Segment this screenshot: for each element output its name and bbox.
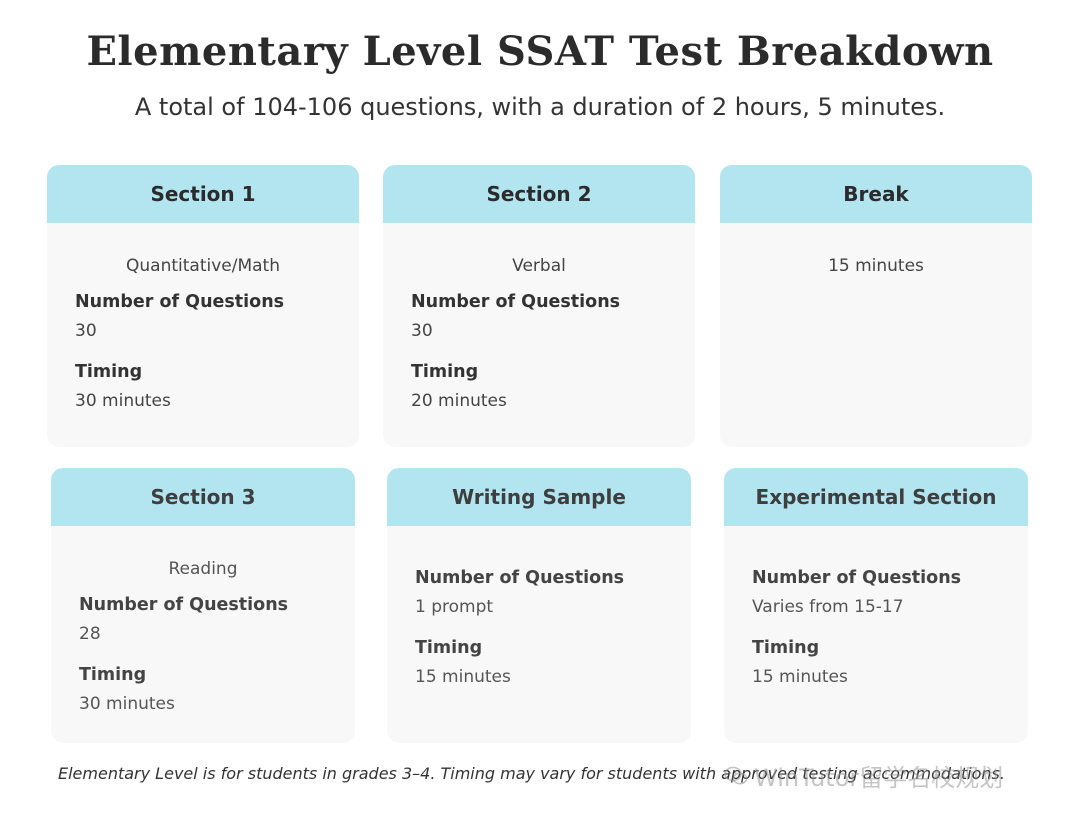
break-duration: 15 minutes [828,256,924,276]
timing-label: Timing [752,638,820,658]
questions-label: Number of Questions [752,568,962,588]
timing-value: 30 minutes [75,391,171,411]
timing-label: Timing [411,362,479,382]
timing-value: 30 minutes [79,694,175,714]
card-subject: Verbal [512,256,566,276]
questions-label: Number of Questions [411,292,621,312]
watermark-text: WinTutor留学名校规划 [754,764,1004,792]
section-2-card: Section 2 Verbal Number of Questions 30 … [383,165,695,447]
questions-value: 1 prompt [415,597,494,617]
card-title: Writing Sample [387,468,691,526]
writing-sample-card: Writing Sample Number of Questions 1 pro… [387,468,691,743]
experimental-section-card: Experimental Section Number of Questions… [724,468,1028,743]
timing-label: Timing [415,638,483,658]
footnote: Elementary Level is for students in grad… [58,764,1005,783]
wechat-icon [724,766,748,784]
page-title: Elementary Level SSAT Test Breakdown [86,28,994,75]
section-1-card: Section 1 Quantitative/Math Number of Qu… [47,165,359,447]
page-subtitle: A total of 104-106 questions, with a dur… [134,93,946,121]
card-subject: Quantitative/Math [126,256,280,276]
questions-label: Number of Questions [75,292,285,312]
card-title: Break [720,165,1032,223]
card-title: Section 2 [383,165,695,223]
timing-label: Timing [79,665,147,685]
card-title: Section 3 [51,468,355,526]
card-subject: Reading [168,559,238,579]
questions-value: 30 [411,321,433,341]
watermark: WinTutor留学名校规划 [724,758,1003,793]
break-card: Break 15 minutes [720,165,1032,447]
questions-value: 30 [75,321,97,341]
questions-label: Number of Questions [415,568,625,588]
timing-value: 15 minutes [752,667,848,687]
questions-value: Varies from 15-17 [752,597,904,617]
timing-value: 20 minutes [411,391,507,411]
timing-value: 15 minutes [415,667,511,687]
timing-label: Timing [75,362,143,382]
questions-label: Number of Questions [79,595,289,615]
card-title: Section 1 [47,165,359,223]
questions-value: 28 [79,624,101,644]
section-3-card: Section 3 Reading Number of Questions 28… [51,468,355,743]
card-title: Experimental Section [724,468,1028,526]
